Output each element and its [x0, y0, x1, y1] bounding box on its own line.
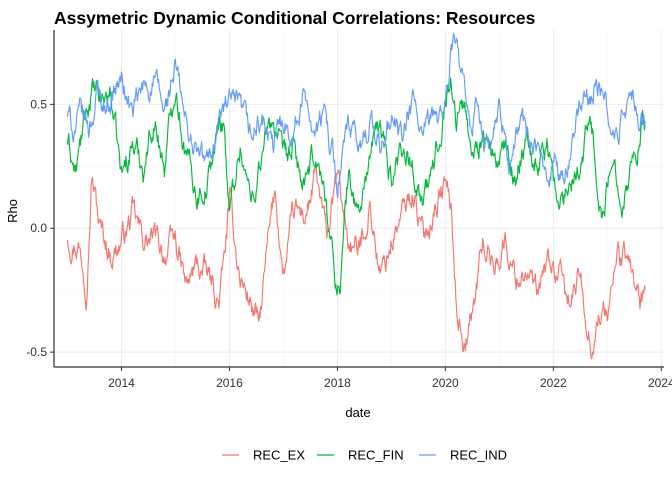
legend-label: REC_FIN [348, 448, 404, 463]
series-layer [66, 32, 646, 360]
y-tick-label: 0.5 [30, 97, 47, 111]
x-tick-label: 2020 [432, 376, 459, 390]
series-line-rec-ind [66, 32, 646, 199]
y-tick-labels: -0.5 0.0 0.5 [26, 97, 54, 359]
y-tick-label: -0.5 [26, 345, 47, 359]
x-tick-label: 2018 [324, 376, 351, 390]
x-tick-label: 2016 [216, 376, 243, 390]
x-axis-label: date [345, 405, 370, 420]
legend-label: REC_EX [253, 448, 305, 463]
chart-title: Assymetric Dynamic Conditional Correlati… [54, 8, 536, 28]
y-axis-label: Rho [5, 199, 20, 223]
x-tick-labels: 2014 2016 2018 2020 2022 2024 [108, 367, 672, 390]
y-tick-label: 0.0 [30, 221, 47, 235]
x-tick-label: 2022 [540, 376, 567, 390]
legend-label: REC_IND [450, 448, 507, 463]
x-tick-label: 2014 [108, 376, 135, 390]
legend: REC_EX REC_FIN REC_IND [222, 448, 507, 463]
series-line-rec-fin [66, 77, 646, 296]
series-line-rec-ex [66, 165, 646, 360]
x-tick-label: 2024 [648, 376, 672, 390]
plot-panel: 2014 2016 2018 2020 2022 2024 -0.5 0.0 0.5 [26, 30, 672, 390]
grid-lines [54, 30, 664, 367]
